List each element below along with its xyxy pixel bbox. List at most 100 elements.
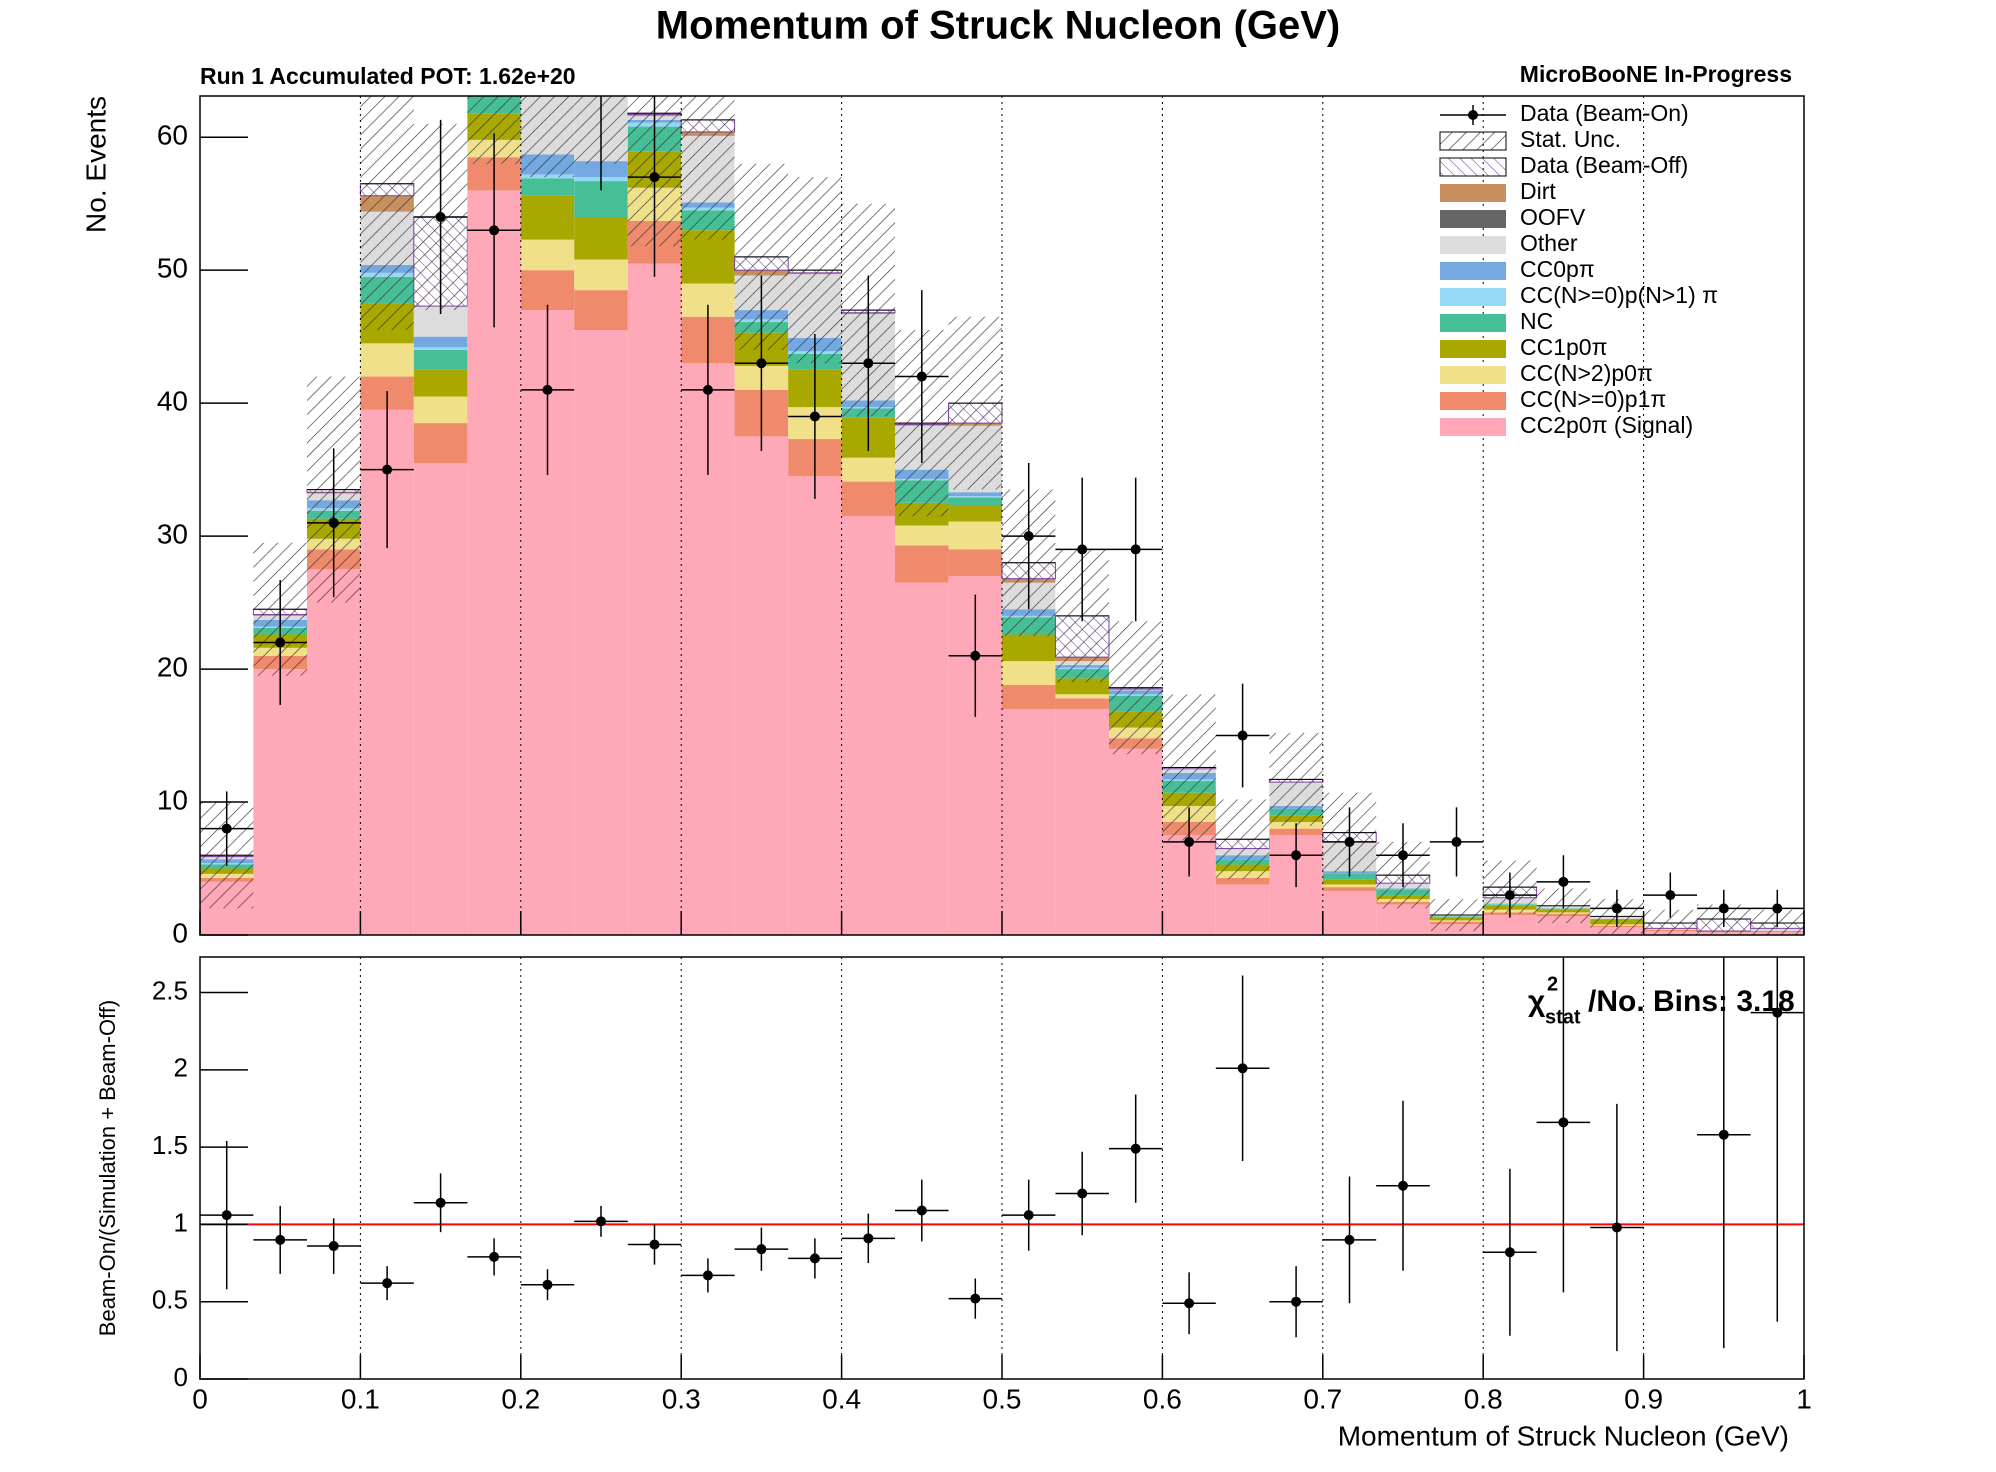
bar-segment bbox=[520, 195, 575, 240]
y-tick-label: 30 bbox=[157, 519, 188, 550]
data-point bbox=[1237, 1063, 1248, 1074]
data-point bbox=[1665, 890, 1676, 901]
subtitle: Run 1 Accumulated POT: 1.62e+20 bbox=[200, 63, 576, 89]
y-tick-label: 0 bbox=[172, 917, 188, 948]
ratio-plot bbox=[200, 957, 1804, 1352]
y-tick-label: 40 bbox=[157, 386, 188, 417]
bar-segment bbox=[574, 290, 628, 331]
y-tick-label: 1 bbox=[174, 1207, 188, 1237]
bar-segment bbox=[1322, 879, 1377, 885]
data-point bbox=[916, 1205, 927, 1216]
data-point bbox=[221, 823, 232, 834]
x-tick-label: 0.9 bbox=[1624, 1383, 1663, 1414]
y-tick-label: 10 bbox=[157, 784, 188, 815]
y-tick-label: 0.5 bbox=[152, 1285, 188, 1315]
top-plot bbox=[200, 96, 1804, 935]
data-point bbox=[916, 371, 927, 382]
data-point bbox=[1718, 903, 1729, 914]
bar-segment bbox=[520, 239, 575, 271]
bar-segment bbox=[1322, 891, 1377, 935]
bar-segment bbox=[895, 582, 949, 935]
data-point bbox=[275, 637, 286, 648]
x-tick-label: 0.2 bbox=[501, 1383, 540, 1414]
bar-segment bbox=[574, 330, 628, 935]
bar-segment bbox=[413, 336, 468, 348]
legend-symbol bbox=[1440, 236, 1506, 254]
legend-label: NC bbox=[1520, 308, 1553, 334]
bar-segment bbox=[306, 569, 361, 935]
y-tick-label: 60 bbox=[157, 120, 188, 151]
data-point bbox=[1611, 1222, 1622, 1233]
data-point bbox=[649, 1239, 660, 1250]
legend-symbol bbox=[1468, 110, 1478, 120]
data-point bbox=[1023, 1210, 1034, 1221]
data-point bbox=[1184, 1298, 1195, 1309]
y-tick-label: 0 bbox=[174, 1362, 188, 1392]
data-point bbox=[702, 384, 713, 395]
data-point bbox=[702, 1270, 713, 1281]
data-point bbox=[1344, 836, 1355, 847]
legend-label: Dirt bbox=[1520, 178, 1556, 204]
legend-symbol bbox=[1439, 157, 1507, 177]
data-point bbox=[970, 1293, 981, 1304]
data-point bbox=[1451, 836, 1462, 847]
data-point bbox=[1504, 890, 1515, 901]
data-point bbox=[1718, 1129, 1729, 1140]
legend-symbol bbox=[1440, 366, 1506, 384]
bar-segment bbox=[895, 525, 949, 546]
x-tick-label: 0 bbox=[192, 1383, 208, 1414]
data-point bbox=[863, 1233, 874, 1244]
bar-segment bbox=[413, 369, 468, 397]
annotation: 2 bbox=[1547, 973, 1558, 995]
chi2-annotation: χ 2 stat /No. Bins: 3.18 bbox=[1528, 973, 1795, 1028]
x-tick-label: 0.8 bbox=[1464, 1383, 1503, 1414]
bar-segment bbox=[841, 457, 896, 482]
bar-segment bbox=[1055, 708, 1109, 935]
data-point bbox=[756, 1244, 767, 1255]
legend-symbol bbox=[1439, 131, 1507, 151]
legend-symbol bbox=[1440, 392, 1506, 410]
bar-segment bbox=[1376, 904, 1430, 935]
data-point bbox=[221, 1210, 232, 1221]
bar-segment bbox=[1215, 877, 1270, 885]
stat-unc bbox=[360, 96, 414, 331]
y-axis-label: Beam-On/(Simulation + Beam-Off) bbox=[95, 1000, 120, 1336]
legend-symbol bbox=[1440, 418, 1506, 436]
bar-segment bbox=[413, 349, 468, 370]
bar-segment bbox=[895, 545, 949, 583]
bar-segment bbox=[413, 423, 468, 463]
legend-label: Data (Beam-Off) bbox=[1520, 152, 1688, 178]
x-tick-label: 0.6 bbox=[1143, 1383, 1182, 1414]
data-point bbox=[809, 411, 820, 422]
bar-segment bbox=[948, 521, 1002, 550]
data-point bbox=[809, 1253, 820, 1264]
bar-segment bbox=[520, 270, 575, 311]
y-tick-label: 50 bbox=[157, 253, 188, 284]
data-point bbox=[328, 1241, 339, 1252]
bar-segment bbox=[360, 343, 414, 377]
bar-segment bbox=[1322, 873, 1377, 880]
data-point bbox=[1504, 1247, 1515, 1258]
label-right: MicroBooNE In-Progress bbox=[1520, 61, 1792, 87]
bar-segment bbox=[1002, 661, 1056, 686]
legend-label: CC(N>=0)p1π bbox=[1520, 386, 1666, 412]
data-point bbox=[1772, 1007, 1783, 1018]
bar-segment bbox=[948, 496, 1002, 498]
frame bbox=[199, 956, 1805, 1380]
data-point bbox=[1558, 876, 1569, 887]
bar-segment bbox=[253, 669, 307, 935]
data-point bbox=[1611, 903, 1622, 914]
legend-label: CC(N>2)p0π bbox=[1520, 360, 1653, 386]
annotation: /No. Bins: 3.18 bbox=[1588, 985, 1795, 1018]
legend-label: CC(N>=0)p(N>1) π bbox=[1520, 282, 1718, 308]
bar-segment bbox=[1322, 887, 1377, 892]
bar-segment bbox=[948, 492, 1002, 497]
legend: Data (Beam-On)Stat. Unc.Data (Beam-Off)D… bbox=[1439, 100, 1718, 438]
data-point bbox=[1077, 1188, 1088, 1199]
data-point bbox=[1130, 544, 1141, 555]
bar-segment bbox=[1322, 884, 1377, 888]
legend-label: OOFV bbox=[1520, 204, 1586, 230]
bar-segment bbox=[1002, 685, 1056, 709]
bar-segment bbox=[1055, 694, 1109, 699]
bar-segment bbox=[1483, 915, 1537, 935]
